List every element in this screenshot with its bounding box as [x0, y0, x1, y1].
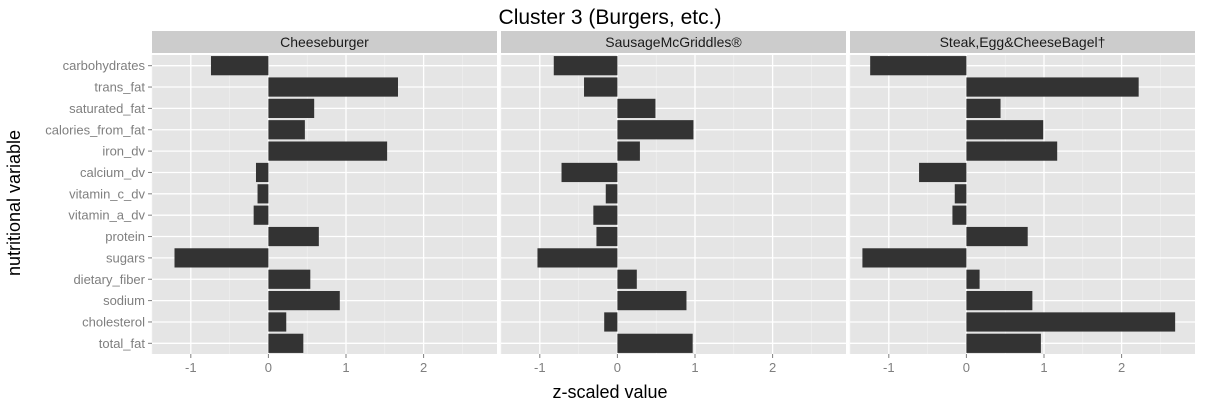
y-tick-label-sodium: sodium: [103, 293, 145, 308]
y-tick-label-carbohydrates: carbohydrates: [63, 58, 146, 73]
x-tick-label: -1: [883, 360, 895, 375]
bar-cheeseburger-carbohydrates: [210, 56, 269, 76]
bar-steak-egg-cheesebagel-sodium: [966, 290, 1033, 311]
bar-cheeseburger-saturated_fat: [268, 98, 315, 119]
y-tick-label-vitamin_a_dv: vitamin_a_dv: [68, 208, 145, 223]
bar-sausagemcgriddles-sodium: [617, 290, 687, 311]
x-tick-label: 1: [342, 360, 349, 375]
bar-cheeseburger-sodium: [268, 290, 340, 311]
bar-cheeseburger-vitamin_a_dv: [253, 205, 269, 225]
chart-title: Cluster 3 (Burgers, etc.): [499, 6, 722, 29]
bar-steak-egg-cheesebagel-calories_from_fat: [966, 120, 1044, 140]
bar-steak-egg-cheesebagel-protein: [966, 226, 1028, 247]
bar-sausagemcgriddles-iron_dv: [617, 141, 640, 161]
x-tick-label: 2: [420, 360, 427, 375]
facet-strip-label: Cheeseburger: [280, 34, 369, 50]
bar-sausagemcgriddles-calcium_dv: [561, 162, 618, 183]
facet-panel-sausagemcgriddles: SausageMcGriddles® -1 0 1 2: [500, 31, 846, 375]
y-tick-label-dietary_fiber: dietary_fiber: [73, 272, 145, 287]
bar-steak-egg-cheesebagel-vitamin_a_dv: [952, 205, 967, 225]
x-axis-title: z-scaled value: [552, 382, 667, 402]
x-tick-label: -1: [534, 360, 546, 375]
x-tick-label: 1: [691, 360, 698, 375]
bar-sausagemcgriddles-carbohydrates: [553, 56, 618, 76]
bar-sausagemcgriddles-calories_from_fat: [617, 120, 694, 140]
facet-panel-cheeseburger: Cheeseburger -1 0 1 2: [151, 31, 497, 375]
bar-steak-egg-cheesebagel-saturated_fat: [966, 98, 1001, 119]
bar-sausagemcgriddles-cholesterol: [604, 312, 618, 332]
bar-sausagemcgriddles-dietary_fiber: [617, 269, 637, 289]
bar-sausagemcgriddles-saturated_fat: [617, 98, 656, 119]
bar-cheeseburger-cholesterol: [268, 312, 287, 332]
facet-strip-label: SausageMcGriddles®: [605, 34, 742, 50]
bar-steak-egg-cheesebagel-vitamin_c_dv: [954, 184, 967, 204]
x-tick-label: 0: [265, 360, 272, 375]
bar-cheeseburger-total_fat: [268, 333, 304, 353]
facet-strip: [850, 31, 1195, 53]
bar-cheeseburger-dietary_fiber: [268, 269, 311, 289]
facet-panel-steak-egg-cheesebagel: Steak,Egg&CheeseBagel† -1 0 1 2: [849, 31, 1195, 375]
bar-cheeseburger-calories_from_fat: [268, 120, 305, 140]
facet-strip: [501, 31, 846, 53]
y-tick-label-total_fat: total_fat: [99, 336, 146, 351]
x-tick-label: 2: [769, 360, 776, 375]
bar-sausagemcgriddles-trans_fat: [584, 77, 618, 97]
x-tick-label: 0: [963, 360, 970, 375]
y-axis-title: nutritional variable: [4, 130, 24, 276]
y-tick-label-iron_dv: iron_dv: [102, 144, 145, 159]
bar-steak-egg-cheesebagel-cholesterol: [966, 312, 1176, 332]
x-tick-label: -1: [185, 360, 197, 375]
bar-sausagemcgriddles-total_fat: [617, 333, 693, 353]
bar-steak-egg-cheesebagel-iron_dv: [966, 141, 1058, 161]
bar-sausagemcgriddles-vitamin_a_dv: [593, 205, 618, 225]
y-tick-label-calories_from_fat: calories_from_fat: [45, 122, 145, 137]
bar-steak-egg-cheesebagel-dietary_fiber: [966, 269, 980, 289]
y-tick-label-sugars: sugars: [106, 250, 146, 265]
facet-strip: [152, 31, 497, 53]
y-tick-label-protein: protein: [105, 229, 145, 244]
bar-cheeseburger-iron_dv: [268, 141, 388, 161]
y-tick-label-cholesterol: cholesterol: [82, 314, 145, 329]
bar-cheeseburger-trans_fat: [268, 77, 398, 97]
bar-cheeseburger-vitamin_c_dv: [257, 184, 269, 204]
bar-steak-egg-cheesebagel-calcium_dv: [919, 162, 967, 183]
y-tick-label-vitamin_c_dv: vitamin_c_dv: [69, 186, 145, 201]
facet-strip-label: Steak,Egg&CheeseBagel†: [940, 34, 1106, 50]
bar-sausagemcgriddles-protein: [596, 226, 618, 247]
bar-cheeseburger-calcium_dv: [255, 162, 269, 183]
bar-steak-egg-cheesebagel-trans_fat: [966, 77, 1139, 97]
x-tick-label: 0: [614, 360, 621, 375]
y-tick-label-calcium_dv: calcium_dv: [80, 165, 146, 180]
bar-steak-egg-cheesebagel-carbohydrates: [870, 56, 967, 76]
bar-cheeseburger-protein: [268, 226, 319, 247]
y-tick-label-saturated_fat: saturated_fat: [69, 101, 145, 116]
y-tick-label-trans_fat: trans_fat: [94, 80, 145, 95]
bar-cheeseburger-sugars: [174, 248, 269, 268]
bar-steak-egg-cheesebagel-total_fat: [966, 333, 1041, 353]
x-tick-label: 2: [1118, 360, 1125, 375]
x-tick-label: 1: [1040, 360, 1047, 375]
bar-steak-egg-cheesebagel-sugars: [862, 248, 967, 268]
bar-sausagemcgriddles-vitamin_c_dv: [605, 184, 618, 204]
bar-sausagemcgriddles-sugars: [537, 248, 618, 268]
